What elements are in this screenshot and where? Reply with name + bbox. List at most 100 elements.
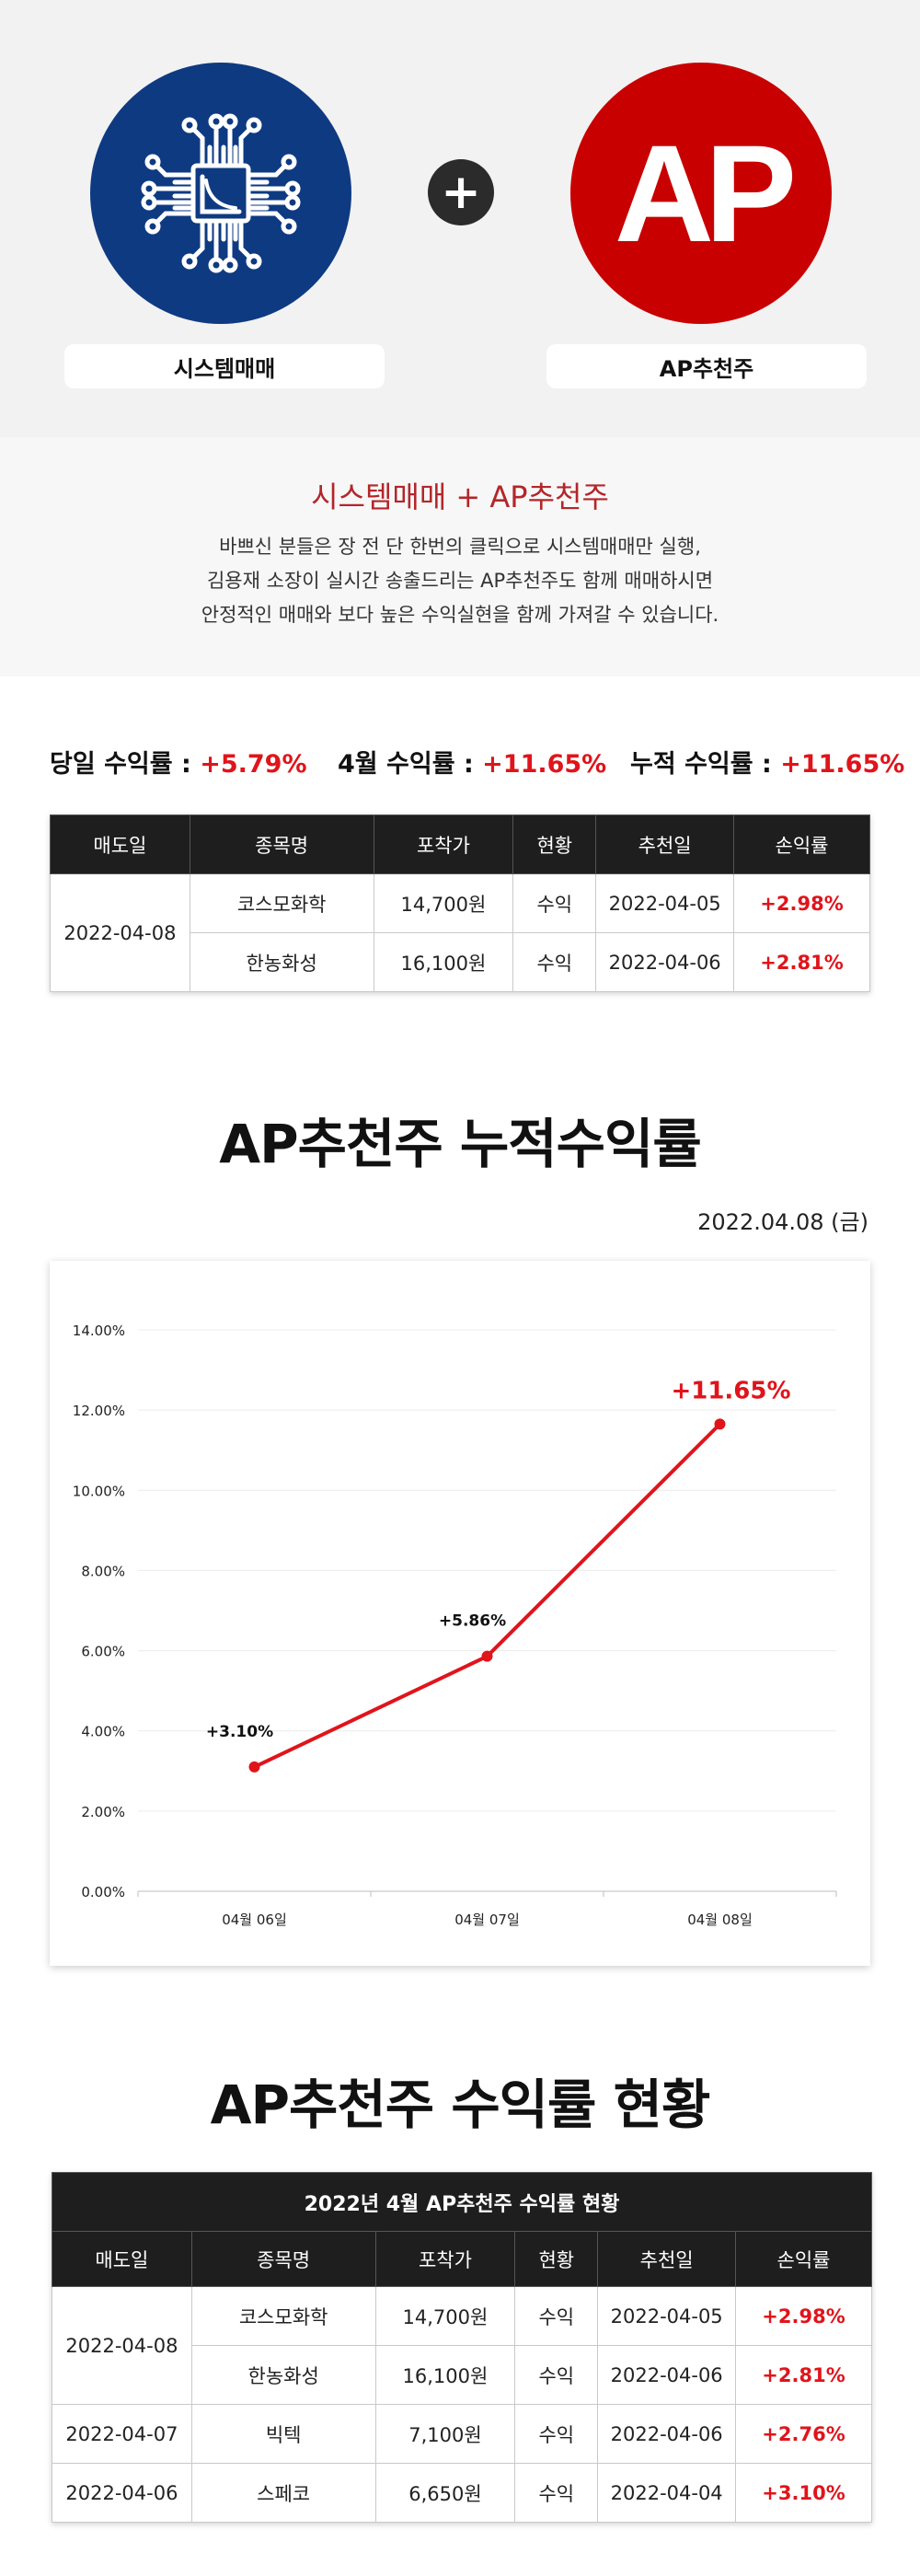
intro-line-3: 안정적인 매매와 보다 높은 수익실현을 함께 가져갈 수 있습니다. bbox=[201, 604, 719, 626]
circuit-chip-icon bbox=[141, 113, 301, 273]
rec-date-cell: 2022-04-05 bbox=[595, 873, 735, 933]
series-line bbox=[253, 1422, 721, 1769]
header-status: 현황 bbox=[514, 2231, 599, 2287]
chart-svg: 0.00% 2.00% 4.00% 6.00% 8.00% 10.00% 12.00% 14.… bbox=[73, 1323, 837, 1928]
header-status: 현황 bbox=[512, 814, 597, 874]
stock-name-cell: 빅텍 bbox=[190, 2404, 376, 2464]
hero-section: + AP 시스템매매 AP추천주 bbox=[0, 0, 920, 437]
stock-name-cell: 코스모화학 bbox=[189, 873, 374, 933]
rec-date-cell: 2022-04-06 bbox=[595, 932, 735, 992]
stock-name-cell: 코스모화학 bbox=[190, 2286, 376, 2346]
monthly-return-value: +11.65% bbox=[482, 750, 607, 779]
table-row: 한농화성 16,100원 수익 2022-04-06 +2.81% bbox=[51, 932, 870, 992]
status-cell: 수익 bbox=[514, 2463, 599, 2523]
header-profit: 손익률 bbox=[735, 2231, 872, 2287]
table-header-row: 매도일 종목명 포착가 현황 추천일 손익률 bbox=[52, 2231, 872, 2287]
y-tick-label: 12.00% bbox=[73, 1403, 125, 1419]
profit-cell: +2.98% bbox=[735, 2286, 872, 2346]
monthly-return: 4월 수익률 : +11.65% bbox=[338, 744, 606, 780]
daily-return: 당일 수익률 : +5.79% bbox=[50, 744, 307, 780]
entry-price-cell: 16,100원 bbox=[374, 2345, 516, 2405]
status-cell: 수익 bbox=[514, 2404, 599, 2464]
table-row: 2022-04-08 코스모화학 14,700원 수익 2022-04-05 +… bbox=[50, 873, 870, 992]
header-entry-price: 포착가 bbox=[373, 814, 514, 874]
ap-logo-text: AP bbox=[614, 115, 797, 271]
intro-title: 시스템매매 + AP추천주 bbox=[311, 479, 609, 514]
y-tick-label: 10.00% bbox=[73, 1483, 125, 1499]
table-row: 한농화성 16,100원 수익 2022-04-06 +2.81% bbox=[52, 2345, 872, 2405]
table-caption: 2022년 4월 AP추천주 수익률 현황 bbox=[52, 2172, 872, 2232]
table-row: 2022-04-07 빅텍 7,100원 수익 2022-04-06 +2.76… bbox=[52, 2404, 872, 2464]
data-point bbox=[248, 1761, 260, 1773]
plus-icon: + bbox=[428, 159, 494, 225]
header-sell-date: 매도일 bbox=[52, 2231, 192, 2287]
daily-result-table: 매도일 종목명 포착가 현황 추천일 손익률 2022-04-08 코스모화학 … bbox=[50, 814, 870, 992]
system-trading-label: 시스템매매 bbox=[64, 344, 385, 388]
entry-price-cell: 14,700원 bbox=[373, 873, 514, 933]
sell-date-cell: 2022-04-06 bbox=[52, 2463, 192, 2523]
x-tick-label: 04월 07일 bbox=[454, 1912, 520, 1928]
intro-line-1: 바쁘신 분들은 장 전 단 한번의 클릭으로 시스템매매만 실행, bbox=[219, 536, 701, 558]
header-stock-name: 종목명 bbox=[189, 814, 374, 874]
rec-date-cell: 2022-04-06 bbox=[597, 2345, 737, 2405]
entry-price-cell: 14,700원 bbox=[374, 2286, 516, 2346]
status-cell: 수익 bbox=[512, 932, 597, 992]
cumulative-return: 누적 수익률 : +11.65% bbox=[630, 744, 904, 780]
cumulative-return-chart: 0.00% 2.00% 4.00% 6.00% 8.00% 10.00% 12.00% 14.… bbox=[50, 1261, 870, 1966]
status-section-title: AP추천주 수익률 현황 bbox=[210, 2074, 711, 2136]
profit-cell: +2.76% bbox=[735, 2404, 872, 2464]
status-cell: 수익 bbox=[514, 2345, 599, 2405]
monthly-return-label: 4월 수익률 : bbox=[338, 750, 483, 779]
rec-date-cell: 2022-04-05 bbox=[597, 2286, 737, 2346]
system-trading-logo bbox=[90, 63, 351, 324]
daily-return-value: +5.79% bbox=[200, 750, 307, 779]
y-tick-label: 8.00% bbox=[81, 1563, 125, 1579]
rec-date-cell: 2022-04-06 bbox=[597, 2404, 737, 2464]
profit-cell: +3.10% bbox=[735, 2463, 872, 2523]
entry-price-cell: 16,100원 bbox=[373, 932, 514, 992]
header-rec-date: 추천일 bbox=[597, 2231, 737, 2287]
y-tick-label: 0.00% bbox=[81, 1884, 125, 1900]
header-entry-price: 포착가 bbox=[374, 2231, 516, 2287]
profit-cell: +2.98% bbox=[733, 873, 870, 933]
header-profit: 손익률 bbox=[733, 814, 870, 874]
header-sell-date: 매도일 bbox=[50, 814, 190, 874]
cumulative-return-label: 누적 수익률 : bbox=[630, 750, 781, 779]
entry-price-cell: 7,100원 bbox=[374, 2404, 516, 2464]
sell-date-cell: 2022-04-08 bbox=[50, 873, 190, 992]
ap-logo: AP bbox=[570, 63, 832, 324]
profit-cell: +2.81% bbox=[733, 932, 870, 992]
rec-date-cell: 2022-04-04 bbox=[597, 2463, 737, 2523]
table-row: 2022-04-08 코스모화학 14,700원 수익 2022-04-05 +… bbox=[52, 2286, 872, 2405]
sell-date-cell: 2022-04-08 bbox=[52, 2286, 192, 2405]
x-tick-label: 04월 08일 bbox=[687, 1912, 753, 1928]
y-tick-label: 2.00% bbox=[81, 1804, 125, 1820]
stock-name-cell: 한농화성 bbox=[189, 932, 374, 992]
y-tick-label: 14.00% bbox=[73, 1323, 125, 1339]
header-rec-date: 추천일 bbox=[595, 814, 735, 874]
data-point bbox=[714, 1418, 726, 1430]
data-point bbox=[481, 1650, 493, 1662]
daily-return-label: 당일 수익률 : bbox=[50, 750, 201, 779]
y-tick-label: 6.00% bbox=[81, 1644, 125, 1660]
y-tick-label: 4.00% bbox=[81, 1724, 125, 1740]
entry-price-cell: 6,650원 bbox=[374, 2463, 516, 2523]
cumulative-return-value: +11.65% bbox=[780, 750, 905, 779]
stock-name-cell: 스페코 bbox=[190, 2463, 376, 2523]
table-caption-row: 2022년 4월 AP추천주 수익률 현황 bbox=[52, 2172, 872, 2232]
profit-cell: +2.81% bbox=[735, 2345, 872, 2405]
intro-section: 시스템매매 + AP추천주 바쁘신 분들은 장 전 단 한번의 클릭으로 시스템… bbox=[0, 437, 920, 676]
table-header-row: 매도일 종목명 포착가 현황 추천일 손익률 bbox=[50, 814, 870, 874]
data-label: +11.65% bbox=[671, 1377, 790, 1404]
intro-line-2: 김용재 소장이 실시간 송출드리는 AP추천주도 함께 매매하시면 bbox=[206, 570, 714, 592]
sell-date-cell: 2022-04-07 bbox=[52, 2404, 192, 2464]
status-cell: 수익 bbox=[512, 873, 597, 933]
data-label: +3.10% bbox=[206, 1723, 273, 1741]
header-stock-name: 종목명 bbox=[190, 2231, 376, 2287]
chart-section-title: AP추천주 누적수익률 bbox=[219, 1113, 701, 1175]
ap-recommendation-label: AP추천주 bbox=[546, 344, 867, 388]
stock-name-cell: 한농화성 bbox=[190, 2345, 376, 2405]
table-row: 2022-04-06 스페코 6,650원 수익 2022-04-04 +3.1… bbox=[52, 2463, 872, 2523]
data-label: +5.86% bbox=[439, 1612, 506, 1631]
status-cell: 수익 bbox=[514, 2286, 599, 2346]
